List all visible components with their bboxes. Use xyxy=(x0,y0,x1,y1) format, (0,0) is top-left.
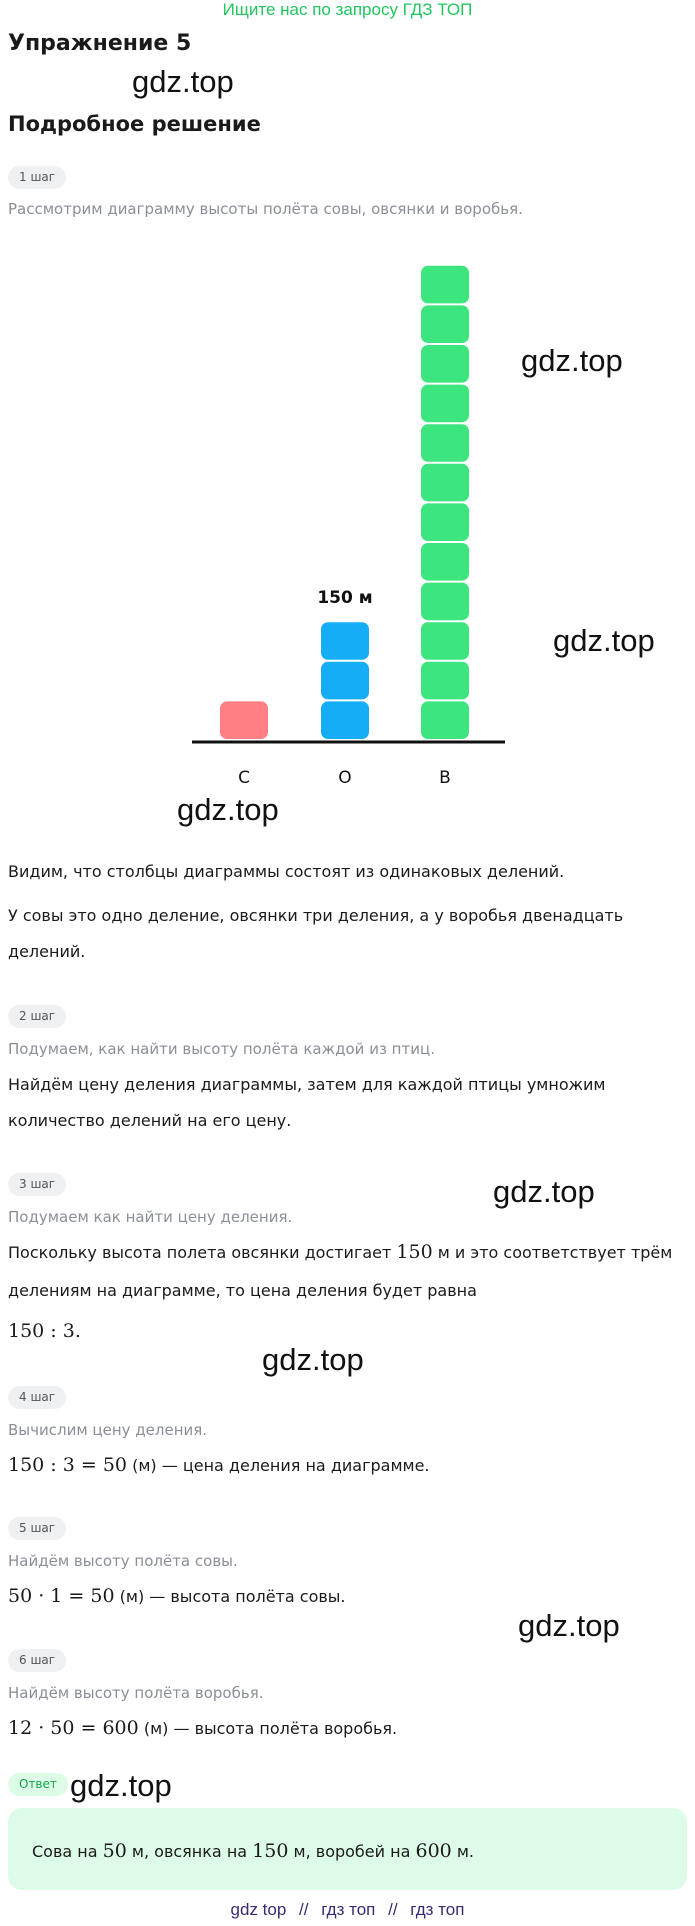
step-hint: Подумаем, как найти высоту полёта каждой… xyxy=(8,1040,435,1058)
paragraph: делениям на диаграмме, то цена деления б… xyxy=(8,1281,477,1300)
category-label: О xyxy=(338,768,351,788)
math-value: 150 xyxy=(252,1840,289,1862)
step-hint: Подумаем как найти цену деления. xyxy=(8,1208,293,1226)
watermark: gdz.top xyxy=(132,64,234,99)
footer-link[interactable]: гдз топ xyxy=(321,1900,376,1919)
step-hint: Найдём высоту полёта воробья. xyxy=(8,1684,264,1702)
bar-segment xyxy=(421,622,469,660)
answer-badge: Ответ xyxy=(8,1773,68,1796)
watermark: gdz.top xyxy=(553,623,655,658)
paragraph: 50 · 1 = 50 (м) — высота полёта совы. xyxy=(8,1585,346,1607)
text: м, воробей на xyxy=(288,1842,416,1861)
step-badge: 6 шаг xyxy=(8,1649,67,1672)
step-hint: Рассмотрим диаграмму высоты полёта совы,… xyxy=(8,200,523,218)
exercise-title: Упражнение 5 xyxy=(8,31,192,56)
text: м, овсянка на xyxy=(126,1842,253,1861)
top-banner[interactable]: Ищите нас по запросу ГДЗ ТОП xyxy=(222,0,473,19)
math-expression: 50 · 1 = 50 xyxy=(8,1585,115,1607)
bar-segment xyxy=(421,582,469,621)
bar-segment xyxy=(421,661,469,700)
watermark: gdz.top xyxy=(518,1608,620,1643)
watermark: gdz.top xyxy=(262,1342,364,1377)
bar-segment xyxy=(421,463,469,502)
bar-segment xyxy=(421,424,469,462)
watermark: gdz.top xyxy=(521,343,623,378)
watermark: gdz.top xyxy=(70,1768,172,1803)
paragraph: количество делений на его цену. xyxy=(8,1111,292,1130)
math-value: 50 xyxy=(102,1840,127,1862)
bar-chart: 150 м С О В xyxy=(192,265,505,788)
step-hint: Найдём высоту полёта совы. xyxy=(8,1552,238,1570)
bar-segment xyxy=(421,384,469,423)
bar-segment xyxy=(421,503,469,541)
footer-separator: // xyxy=(388,1900,398,1919)
bar-segment xyxy=(321,661,369,700)
bar-segment xyxy=(421,543,469,581)
bar-segment xyxy=(321,701,369,739)
footer: gdz top // гдз топ // гдз топ xyxy=(0,1900,695,1920)
bar-segment xyxy=(421,265,469,304)
watermark: gdz.top xyxy=(493,1174,595,1209)
math-expression: 150 : 3. xyxy=(8,1320,81,1342)
watermark: gdz.top xyxy=(177,792,279,827)
footer-link[interactable]: гдз топ xyxy=(410,1900,465,1919)
text: (м) — цена деления на диаграмме. xyxy=(127,1456,430,1475)
answer-text: Сова на 50 м, овсянка на 150 м, воробей … xyxy=(32,1840,474,1862)
text: м и это соответствует трём xyxy=(432,1243,673,1262)
paragraph: 12 · 50 = 600 (м) — высота полёта воробь… xyxy=(8,1717,397,1739)
answer-box: Сова на 50 м, овсянка на 150 м, воробей … xyxy=(8,1808,687,1890)
text: Поскольку высота полета овсянки достигае… xyxy=(8,1243,397,1262)
paragraph: делений. xyxy=(8,942,86,961)
category-label: С xyxy=(238,768,250,788)
text: (м) — высота полёта совы. xyxy=(114,1587,346,1606)
bar-annotation: 150 м xyxy=(317,588,372,608)
category-label: В xyxy=(439,768,451,788)
solution-title: Подробное решение xyxy=(8,112,261,136)
bar-segment xyxy=(421,305,469,343)
text: Сова на xyxy=(32,1842,103,1861)
bar-segment xyxy=(421,701,469,739)
footer-link[interactable]: gdz top xyxy=(230,1900,287,1919)
math-value: 600 xyxy=(415,1840,452,1862)
math-expression: 150 : 3 = 50 xyxy=(8,1454,128,1476)
step-badge: 1 шаг xyxy=(8,166,67,189)
paragraph: Видим, что столбцы диаграммы состоят из … xyxy=(8,862,565,881)
text: (м) — высота полёта воробья. xyxy=(138,1719,398,1738)
footer-separator: // xyxy=(299,1900,309,1919)
step-badge: 4 шаг xyxy=(8,1386,67,1409)
paragraph: 150 : 3 = 50 (м) — цена деления на диагр… xyxy=(8,1454,430,1476)
math-expression: 12 · 50 = 600 xyxy=(8,1717,139,1739)
text: м. xyxy=(451,1842,474,1861)
math-value: 150 xyxy=(396,1241,433,1263)
bar-segment xyxy=(220,701,268,739)
paragraph: Поскольку высота полета овсянки достигае… xyxy=(8,1241,672,1263)
bar-segment xyxy=(321,622,369,660)
step-hint: Вычислим цену деления. xyxy=(8,1421,208,1439)
step-badge: 3 шаг xyxy=(8,1173,67,1196)
paragraph: Найдём цену деления диаграммы, затем для… xyxy=(8,1075,606,1094)
step-badge: 5 шаг xyxy=(8,1517,67,1540)
step-badge: 2 шаг xyxy=(8,1005,67,1028)
paragraph: У совы это одно деление, овсянки три дел… xyxy=(8,906,624,925)
bar-segment xyxy=(421,345,469,383)
